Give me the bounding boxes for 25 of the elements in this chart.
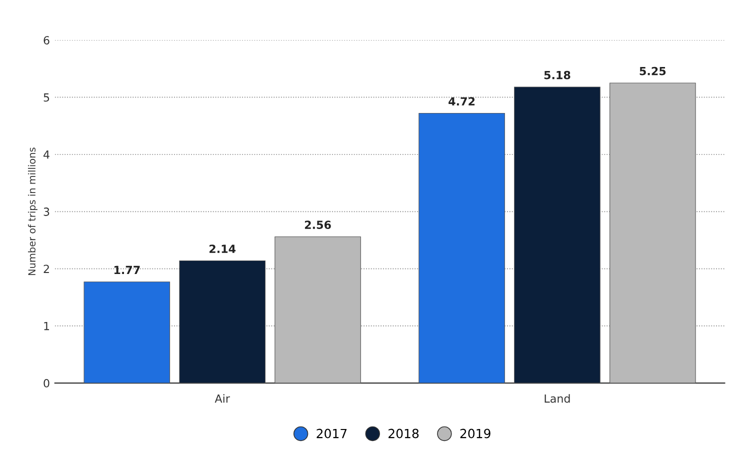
- legend-label: 2017: [316, 428, 347, 438]
- bar: [514, 86, 600, 384]
- x-tick-label: Land: [544, 394, 570, 403]
- y-tick-label: 4: [44, 150, 50, 159]
- bar: [274, 236, 361, 384]
- y-tick-label: 3: [44, 208, 50, 216]
- y-tick-label: 2: [44, 264, 49, 273]
- bar: [179, 260, 266, 384]
- bar: [610, 82, 696, 384]
- data-label: 5.18: [544, 70, 570, 80]
- bar: [84, 282, 170, 384]
- data-label: 1.77: [114, 266, 140, 274]
- y-tick-label: 0: [44, 379, 50, 388]
- data-label: 2.56: [304, 220, 331, 230]
- data-label: 4.72: [448, 97, 475, 106]
- legend-label: 2018: [388, 428, 419, 438]
- y-tick-label: 1: [44, 322, 50, 330]
- bar: [418, 113, 505, 384]
- y-tick-label: 6: [44, 36, 50, 45]
- data-label: 2.14: [210, 244, 236, 253]
- x-tick-label: Air: [214, 394, 230, 403]
- y-tick-label: 5: [44, 93, 50, 102]
- legend-label: 2019: [460, 428, 490, 438]
- y-axis-title: Number of trips in millions: [28, 148, 38, 276]
- data-label: 5.25: [640, 66, 666, 76]
